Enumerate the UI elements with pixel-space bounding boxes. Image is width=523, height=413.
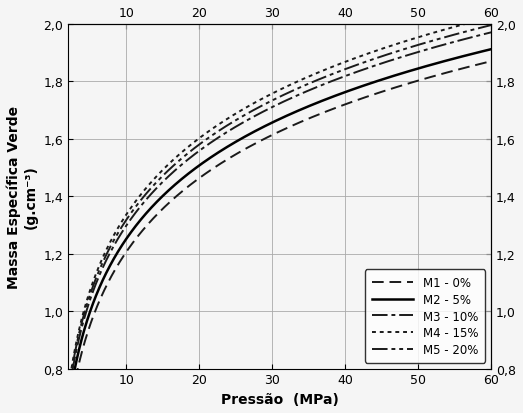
M1 - 0% <box>395 85 401 90</box>
M3 - 10% <box>395 57 401 62</box>
Line: M5 - 20%: M5 - 20% <box>68 26 491 394</box>
M5 - 20% <box>395 50 401 55</box>
M1 - 0% <box>236 150 242 155</box>
M4 - 15% <box>488 16 494 21</box>
M2 - 5% <box>236 138 242 143</box>
Line: M4 - 15%: M4 - 15% <box>68 18 491 392</box>
Line: M2 - 5%: M2 - 5% <box>68 50 491 409</box>
Line: M3 - 10%: M3 - 10% <box>68 33 491 399</box>
M5 - 20% <box>65 392 71 397</box>
M2 - 5% <box>108 261 115 266</box>
M3 - 10% <box>65 396 71 401</box>
M1 - 0% <box>403 83 409 88</box>
M1 - 0% <box>108 274 115 279</box>
M2 - 5% <box>251 130 257 135</box>
M4 - 15% <box>356 55 362 60</box>
Y-axis label: Massa Específica Verde
(g.cm⁻³): Massa Específica Verde (g.cm⁻³) <box>7 105 38 288</box>
M5 - 20% <box>488 24 494 28</box>
M1 - 0% <box>251 142 257 147</box>
M4 - 15% <box>236 110 242 115</box>
M3 - 10% <box>108 248 115 253</box>
M2 - 5% <box>403 71 409 76</box>
M3 - 10% <box>356 69 362 74</box>
M5 - 20% <box>403 47 409 52</box>
Line: M1 - 0%: M1 - 0% <box>68 62 491 413</box>
M2 - 5% <box>395 73 401 78</box>
M1 - 0% <box>488 59 494 64</box>
M2 - 5% <box>65 406 71 411</box>
X-axis label: Pressão  (MPa): Pressão (MPa) <box>221 392 338 406</box>
M3 - 10% <box>488 31 494 36</box>
M4 - 15% <box>65 389 71 394</box>
M1 - 0% <box>356 98 362 103</box>
M2 - 5% <box>356 85 362 90</box>
M5 - 20% <box>108 243 115 248</box>
M3 - 10% <box>251 114 257 119</box>
M4 - 15% <box>251 101 257 106</box>
M4 - 15% <box>108 238 115 243</box>
M5 - 20% <box>356 63 362 68</box>
M3 - 10% <box>236 123 242 128</box>
M3 - 10% <box>403 54 409 59</box>
M2 - 5% <box>488 47 494 52</box>
M5 - 20% <box>236 116 242 121</box>
M4 - 15% <box>403 40 409 45</box>
Legend: M1 - 0%, M2 - 5%, M3 - 10%, M4 - 15%, M5 - 20%: M1 - 0%, M2 - 5%, M3 - 10%, M4 - 15%, M5… <box>365 270 485 363</box>
M5 - 20% <box>251 108 257 113</box>
M4 - 15% <box>395 42 401 47</box>
